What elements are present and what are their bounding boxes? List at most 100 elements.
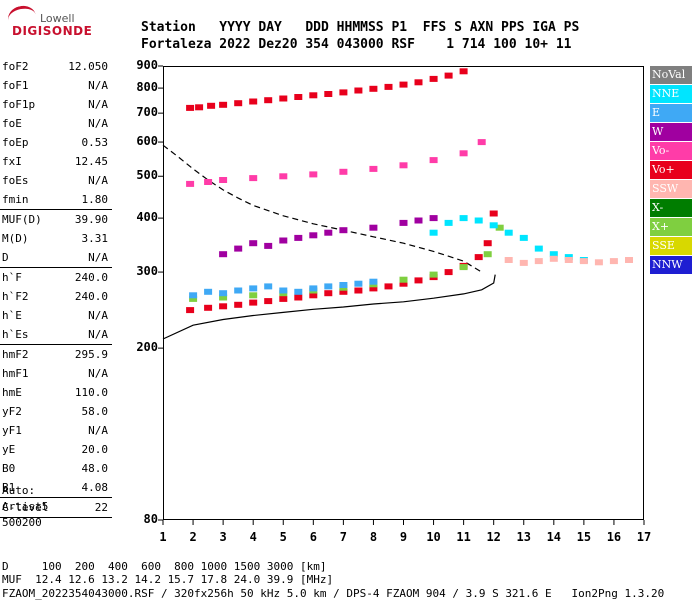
x-tick-label: 9: [399, 530, 408, 544]
param-name: yE: [2, 443, 16, 456]
legend-item: Vo-: [650, 142, 692, 160]
param-row: M(D) 3.31: [0, 229, 112, 248]
param-value: 110.0: [74, 386, 108, 399]
param-value: 0.53: [81, 136, 109, 149]
data-point: [195, 104, 204, 111]
footer-distance: D 100 200 400 600 800 1000 1500 3000 [km…: [2, 560, 327, 573]
data-point: [534, 245, 543, 252]
param-value: N/A: [88, 174, 108, 187]
data-point: [294, 288, 303, 295]
parameter-panel: foF2 12.050 foF1 N/A foF1p N/A foE N/A foEp 0.53 f…: [0, 57, 112, 518]
data-point: [219, 294, 228, 301]
data-point: [429, 75, 438, 82]
data-point: [234, 301, 243, 308]
param-row: foEp 0.53: [0, 133, 112, 152]
param-value: 1.80: [81, 193, 109, 206]
data-point: [519, 234, 528, 241]
param-value: 48.0: [81, 462, 109, 475]
data-point: [204, 304, 213, 311]
param-row: foF1 N/A: [0, 76, 112, 95]
x-tick-label: 12: [486, 530, 501, 544]
param-value: N/A: [88, 367, 108, 380]
param-row: hmF1 N/A: [0, 364, 112, 383]
param-name: yF1: [2, 424, 22, 437]
data-point: [495, 224, 504, 231]
data-point: [264, 283, 273, 290]
param-value: N/A: [88, 117, 108, 130]
data-point: [249, 292, 258, 299]
data-point: [249, 299, 258, 306]
param-value: 295.9: [74, 348, 108, 361]
data-point: [414, 277, 423, 284]
y-tick-label: 80: [143, 512, 158, 526]
data-point: [459, 150, 468, 157]
data-point: [414, 79, 423, 86]
param-value: N/A: [88, 98, 108, 111]
legend-item: X-: [650, 199, 692, 217]
data-point: [204, 179, 213, 185]
param-value: 12.050: [68, 60, 108, 73]
data-point: [399, 276, 408, 283]
y-tick-label: 700: [136, 105, 158, 120]
x-tick-label: 7: [339, 530, 347, 544]
data-point: [279, 237, 288, 244]
param-row: B0 48.0: [0, 459, 112, 478]
data-point: [279, 173, 288, 180]
param-value: 4.08: [81, 481, 109, 494]
param-row: foF2 12.050: [0, 57, 112, 76]
param-row: h`Es N/A: [0, 325, 112, 344]
data-point: [186, 307, 195, 314]
param-name: hmF2: [2, 348, 29, 361]
param-row: foF1p N/A: [0, 95, 112, 114]
auto-code: 500200: [2, 516, 42, 529]
data-point: [429, 271, 438, 278]
data-point: [549, 255, 558, 262]
param-row: hmF2 295.9: [0, 345, 112, 364]
x-tick-label: 6: [309, 530, 317, 544]
y-tick-label: 200: [136, 340, 158, 355]
data-point: [399, 162, 408, 169]
legend-item: X+: [650, 218, 692, 236]
data-point: [309, 171, 318, 178]
param-row: D N/A: [0, 248, 112, 267]
data-point: [399, 81, 408, 88]
data-point: [609, 258, 618, 265]
data-point: [294, 294, 303, 301]
header-columns: Station YYYY DAY DDD HHMMSS P1 FFS S AXN…: [141, 20, 580, 35]
legend-item: NNW: [650, 256, 692, 274]
y-tick-label: 900: [136, 58, 158, 72]
data-point: [339, 282, 348, 288]
param-name: D: [2, 251, 9, 264]
data-point: [234, 100, 243, 107]
data-point: [309, 232, 318, 239]
data-point: [339, 288, 348, 295]
x-tick-label: 10: [426, 530, 441, 544]
data-point: [369, 165, 378, 172]
param-value: N/A: [88, 424, 108, 437]
param-value: 3.31: [81, 232, 109, 245]
param-value: N/A: [88, 251, 108, 264]
param-name: foEp: [2, 136, 29, 149]
param-row: foEs N/A: [0, 171, 112, 190]
data-point: [324, 290, 333, 297]
data-point: [339, 168, 348, 175]
param-row: yE 20.0: [0, 440, 112, 459]
data-point: [186, 104, 195, 111]
param-row: fxI 12.45: [0, 152, 112, 171]
data-point: [414, 217, 423, 224]
data-point: [579, 258, 588, 265]
data-point: [234, 245, 243, 252]
param-name: h`E: [2, 309, 22, 322]
y-tick-label: 300: [136, 264, 158, 279]
data-point: [483, 240, 492, 247]
data-point: [324, 283, 333, 290]
x-tick-label: 11: [456, 530, 471, 544]
data-point: [444, 72, 453, 79]
param-name: MUF(D): [2, 213, 42, 226]
param-name: h`F: [2, 271, 22, 284]
data-point: [354, 287, 363, 294]
param-divider: [0, 517, 112, 518]
param-value: 20.0: [81, 443, 109, 456]
param-name: foF1: [2, 79, 29, 92]
